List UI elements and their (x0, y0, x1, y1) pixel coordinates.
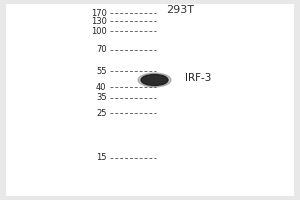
Text: 170: 170 (91, 8, 106, 18)
Text: 100: 100 (91, 26, 106, 36)
Text: 35: 35 (96, 94, 106, 102)
Text: 70: 70 (96, 46, 106, 54)
Text: 15: 15 (96, 154, 106, 162)
FancyBboxPatch shape (6, 4, 294, 196)
Text: 40: 40 (96, 83, 106, 92)
Ellipse shape (141, 74, 168, 86)
Text: 55: 55 (96, 66, 106, 75)
Text: 130: 130 (91, 17, 106, 25)
Text: 25: 25 (96, 108, 106, 117)
Text: IRF-3: IRF-3 (184, 73, 211, 83)
Ellipse shape (138, 73, 171, 87)
Text: 293T: 293T (166, 5, 194, 15)
